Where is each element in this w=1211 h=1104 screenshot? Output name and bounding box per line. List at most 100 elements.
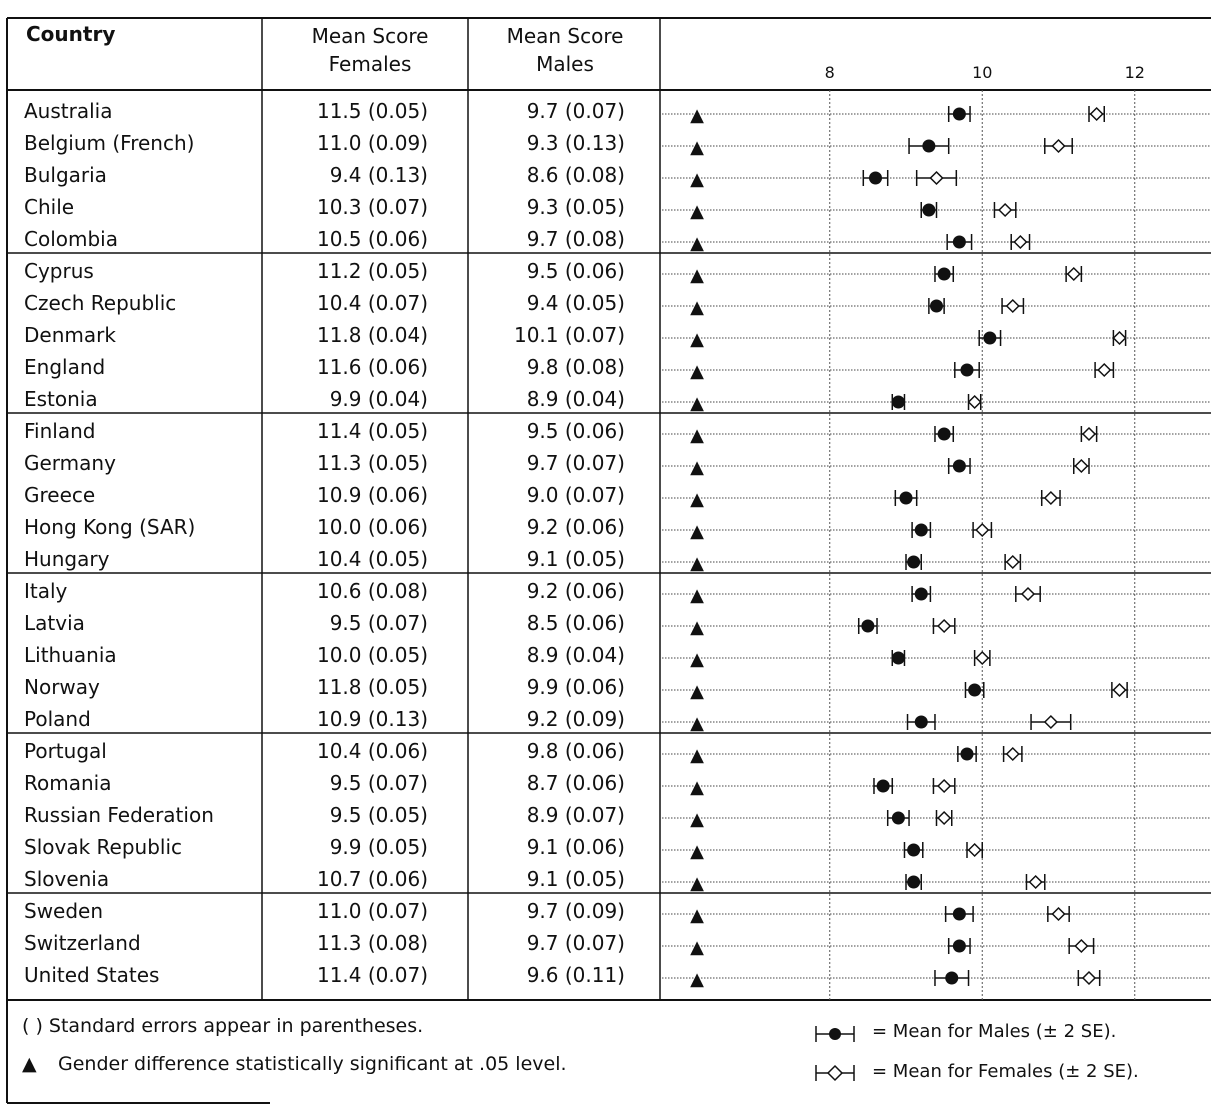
- male-mean-point: [914, 587, 928, 601]
- country-name: Greece: [24, 483, 96, 507]
- female-score: 10.4 (0.05): [316, 547, 428, 571]
- male-score: 9.9 (0.06): [526, 675, 625, 699]
- male-score: 9.1 (0.05): [526, 867, 625, 891]
- male-score: 9.4 (0.05): [526, 291, 625, 315]
- male-mean-point: [952, 907, 966, 921]
- significance-marker: ▲: [690, 777, 704, 798]
- male-mean-point: [968, 683, 982, 697]
- male-mean-point: [891, 811, 905, 825]
- country-name: Romania: [24, 771, 112, 795]
- significance-marker: ▲: [690, 745, 704, 766]
- country-name: Russian Federation: [24, 803, 214, 827]
- country-name: Italy: [24, 579, 68, 603]
- legend-sig-marker: ▲: [22, 1053, 37, 1075]
- country-name: Poland: [24, 707, 91, 731]
- country-name: Switzerland: [24, 931, 141, 955]
- legend-female-symbol: [815, 1064, 855, 1082]
- male-mean-point: [937, 267, 951, 281]
- male-mean-point: [960, 747, 974, 761]
- male-score: 9.6 (0.11): [526, 963, 625, 987]
- country-name: Slovenia: [24, 867, 110, 891]
- legend-sig-note: Gender difference statistically signific…: [58, 1053, 567, 1075]
- significance-marker: ▲: [690, 489, 704, 510]
- female-mean-point: [937, 618, 952, 634]
- header-females-line1: Mean Score: [311, 24, 429, 48]
- male-score: 9.5 (0.06): [526, 419, 625, 443]
- male-score: 8.9 (0.07): [526, 803, 625, 827]
- male-score: 9.1 (0.06): [526, 835, 625, 859]
- header-country: Country: [26, 22, 116, 46]
- significance-marker: ▲: [690, 169, 704, 190]
- significance-marker: ▲: [690, 137, 704, 158]
- male-score: 9.7 (0.08): [526, 227, 625, 251]
- male-score: 8.5 (0.06): [526, 611, 625, 635]
- female-score: 11.5 (0.05): [316, 99, 428, 123]
- country-name: Czech Republic: [24, 291, 177, 315]
- significance-marker: ▲: [690, 361, 704, 382]
- significance-marker: ▲: [690, 649, 704, 670]
- female-mean-point: [1005, 746, 1020, 762]
- significance-marker: ▲: [690, 841, 704, 862]
- country-name: Bulgaria: [24, 163, 107, 187]
- country-name: Denmark: [24, 323, 116, 347]
- female-score: 9.5 (0.07): [329, 611, 428, 635]
- female-score: 9.9 (0.05): [329, 835, 428, 859]
- female-score: 11.3 (0.08): [316, 931, 428, 955]
- female-score: 11.8 (0.04): [316, 323, 428, 347]
- male-mean-point: [952, 235, 966, 249]
- male-mean-point: [914, 523, 928, 537]
- header-females: Mean Score Females: [270, 22, 470, 78]
- country-name: Slovak Republic: [24, 835, 182, 859]
- male-score: 9.1 (0.05): [526, 547, 625, 571]
- legend-males: = Mean for Males (± 2 SE).: [872, 1021, 1117, 1042]
- female-score: 10.3 (0.07): [316, 195, 428, 219]
- male-score: 9.7 (0.07): [526, 99, 625, 123]
- male-mean-point: [937, 427, 951, 441]
- male-mean-point: [952, 459, 966, 473]
- female-mean-point: [1043, 714, 1058, 730]
- header-females-line2: Females: [328, 52, 412, 76]
- female-score: 10.5 (0.06): [316, 227, 428, 251]
- significance-marker: ▲: [690, 873, 704, 894]
- male-mean-point: [891, 395, 905, 409]
- country-name: Estonia: [24, 387, 98, 411]
- significance-marker: ▲: [690, 905, 704, 926]
- male-score: 8.6 (0.08): [526, 163, 625, 187]
- country-name: Colombia: [24, 227, 118, 251]
- legend-females: = Mean for Females (± 2 SE).: [872, 1061, 1139, 1082]
- male-score: 9.7 (0.09): [526, 899, 625, 923]
- male-score: 8.7 (0.06): [526, 771, 625, 795]
- significance-marker: ▲: [690, 233, 704, 254]
- female-score: 10.9 (0.06): [316, 483, 428, 507]
- female-mean-point: [1051, 906, 1066, 922]
- significance-marker: ▲: [690, 329, 704, 350]
- male-mean-point: [945, 971, 959, 985]
- female-score: 11.0 (0.07): [316, 899, 428, 923]
- female-mean-point: [1028, 874, 1043, 890]
- country-name: Latvia: [24, 611, 85, 635]
- female-mean-point: [1081, 970, 1097, 986]
- female-mean-point: [937, 810, 952, 826]
- female-mean-point: [1051, 138, 1066, 154]
- female-score: 10.7 (0.06): [316, 867, 428, 891]
- female-mean-point: [1005, 554, 1020, 570]
- significance-marker: ▲: [690, 681, 704, 702]
- header-males-line2: Males: [536, 52, 594, 76]
- country-name: Australia: [24, 99, 113, 123]
- country-name: Finland: [24, 419, 96, 443]
- legend-male-symbol: [815, 1026, 855, 1042]
- male-mean-point: [907, 843, 921, 857]
- male-score: 10.1 (0.07): [513, 323, 625, 347]
- male-mean-point: [899, 491, 913, 505]
- country-name: Germany: [24, 451, 116, 475]
- female-score: 10.0 (0.06): [316, 515, 428, 539]
- significance-marker: ▲: [690, 713, 704, 734]
- female-mean-point: [1097, 362, 1112, 378]
- female-score: 9.4 (0.13): [329, 163, 428, 187]
- male-score: 9.2 (0.09): [526, 707, 625, 731]
- female-score: 11.8 (0.05): [316, 675, 428, 699]
- male-mean-point: [922, 203, 936, 217]
- male-mean-point: [914, 715, 928, 729]
- country-name: England: [24, 355, 106, 379]
- male-mean-point: [907, 555, 921, 569]
